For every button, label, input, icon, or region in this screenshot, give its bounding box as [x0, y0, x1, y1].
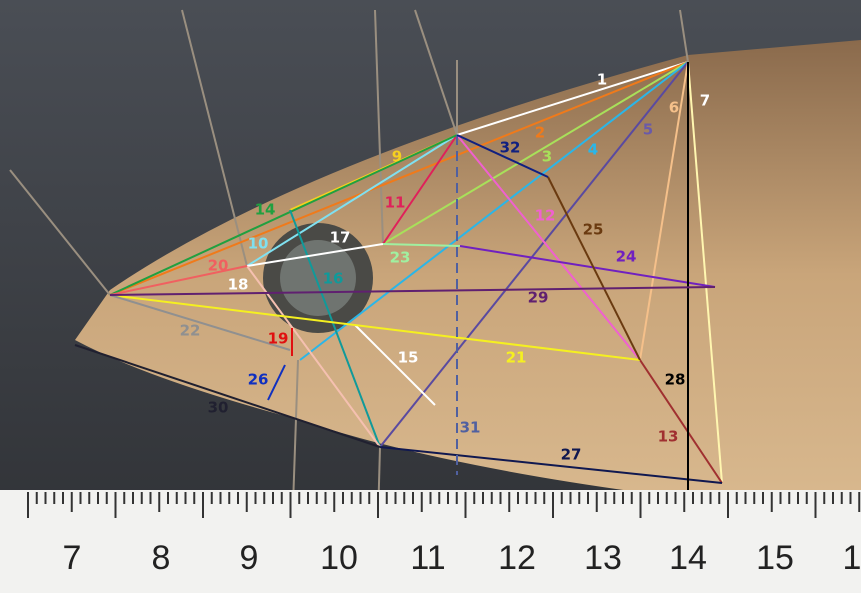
ruler-number: 7 — [63, 539, 82, 577]
label: 7 — [700, 92, 710, 110]
fish-eye-inner — [280, 240, 356, 316]
ruler-number: 8 — [152, 539, 171, 577]
label: 9 — [392, 148, 402, 166]
label: 5 — [643, 121, 653, 139]
ruler-number: 9 — [240, 539, 259, 577]
label: 6 — [669, 99, 679, 117]
ruler-number: 12 — [498, 539, 536, 577]
label: 21 — [506, 349, 527, 367]
measurement-lines — [74, 61, 723, 497]
label: 22 — [180, 322, 201, 340]
label: 25 — [583, 221, 604, 239]
label: 3 — [542, 148, 552, 166]
label: 29 — [528, 289, 549, 307]
ruler-number: 1 — [843, 539, 861, 577]
ruler-number: 10 — [320, 539, 358, 577]
measurement-labels: 1 2 3 4 5 6 7 9 10 11 12 13 14 15 16 17 … — [180, 71, 711, 464]
ruler-number: 15 — [756, 539, 794, 577]
label: 1 — [597, 71, 607, 89]
label: 24 — [616, 248, 637, 266]
ruler: 7 8 9 10 11 12 13 14 15 1 — [0, 490, 861, 593]
label: 11 — [385, 194, 406, 212]
label: 15 — [398, 349, 419, 367]
label: 26 — [248, 371, 269, 389]
label: 19 — [268, 330, 289, 348]
label: 17 — [330, 229, 351, 247]
label: 20 — [208, 257, 229, 275]
label: 4 — [588, 141, 598, 159]
label: 23 — [390, 249, 411, 267]
label: 10 — [248, 235, 269, 253]
ruler-number: 11 — [410, 539, 445, 577]
ruler-body — [0, 490, 861, 593]
label: 16 — [323, 270, 344, 288]
label: 27 — [561, 446, 582, 464]
label: 31 — [460, 419, 481, 437]
label: 18 — [228, 276, 249, 294]
label: 12 — [535, 207, 556, 225]
label: 14 — [255, 201, 276, 219]
label: 30 — [208, 399, 229, 417]
label: 28 — [665, 371, 686, 389]
ruler-number: 14 — [669, 539, 707, 577]
label: 32 — [500, 139, 521, 157]
ruler-number: 13 — [584, 539, 622, 577]
label: 2 — [535, 124, 545, 142]
label: 13 — [658, 428, 679, 446]
